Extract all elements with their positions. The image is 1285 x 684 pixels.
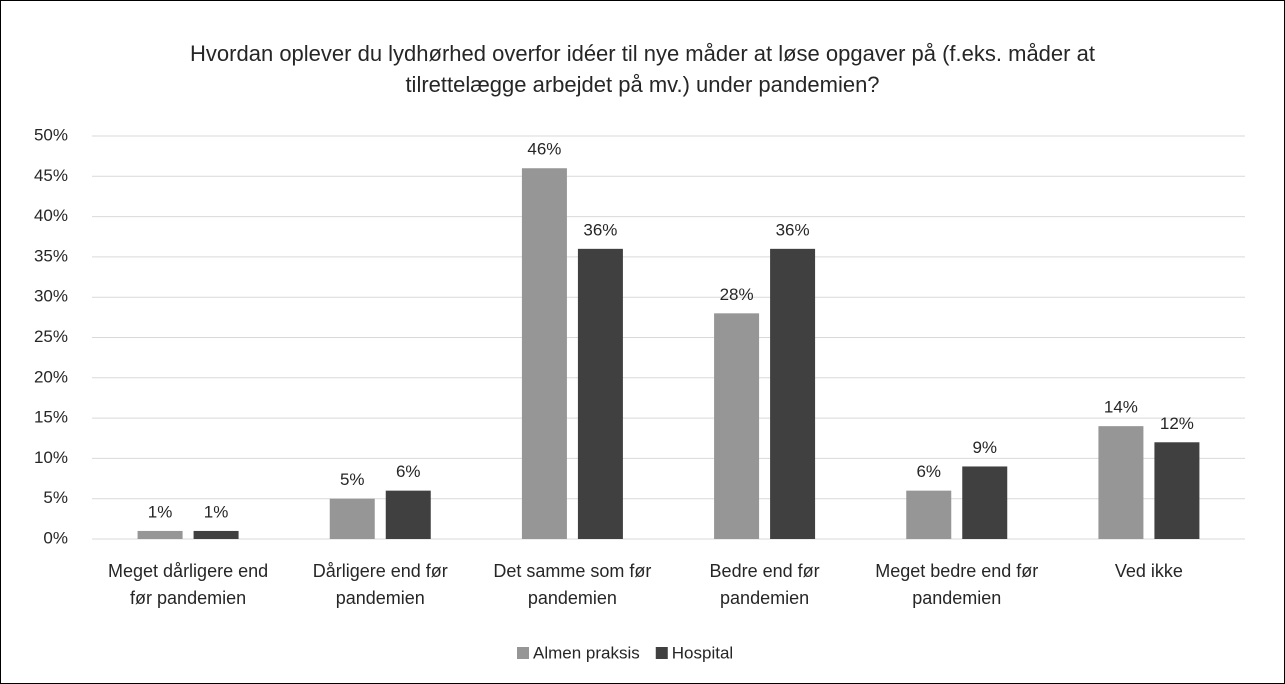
y-tick-label: 10% <box>34 448 68 467</box>
bar <box>193 530 239 539</box>
bar <box>906 490 952 539</box>
y-tick-label: 30% <box>34 287 68 306</box>
data-label: 5% <box>340 470 365 489</box>
bar <box>770 248 816 539</box>
bar <box>521 168 567 540</box>
data-label: 1% <box>204 502 229 521</box>
x-tick-label: Dårligere end før pandemien <box>312 561 448 608</box>
y-tick-label: 25% <box>34 327 68 346</box>
data-label: 6% <box>396 462 421 481</box>
bar <box>137 530 183 539</box>
y-tick-label: 20% <box>34 367 68 386</box>
x-tick-label: Det samme som før pandemien <box>493 561 652 608</box>
y-tick-label: 35% <box>34 246 68 265</box>
x-tick-label: Ved ikke <box>1114 561 1183 581</box>
y-tick-label: 0% <box>43 528 68 547</box>
y-tick-label: 50% <box>34 125 68 144</box>
data-label: 36% <box>776 220 810 239</box>
bar <box>1098 426 1144 539</box>
data-label: 1% <box>148 502 173 521</box>
data-label: 9% <box>972 438 997 457</box>
y-tick-label: 40% <box>34 206 68 225</box>
legend-label: Hospital <box>672 643 733 662</box>
bar <box>714 313 760 539</box>
y-tick-label: 45% <box>34 166 68 185</box>
x-tick-label: Bedre end før pandemien <box>709 561 820 608</box>
bar <box>962 466 1008 539</box>
chart-title: Hvordan oplever du lydhørhed overfor idé… <box>190 41 1095 97</box>
x-tick-label: Meget bedre end før pandemien <box>875 561 1039 608</box>
legend-swatch <box>655 647 668 659</box>
bar <box>1154 442 1200 539</box>
data-label: 14% <box>1104 398 1138 417</box>
bar <box>329 498 375 539</box>
data-label: 46% <box>527 140 561 159</box>
data-label: 12% <box>1160 414 1194 433</box>
bar <box>385 490 431 539</box>
legend-label: Almen praksis <box>533 643 640 662</box>
bar <box>577 248 623 539</box>
data-label: 28% <box>720 285 754 304</box>
x-tick-label: Meget dårligere end før pandemien <box>108 561 269 608</box>
legend-swatch <box>517 647 529 659</box>
y-tick-label: 15% <box>34 408 68 427</box>
y-tick-label: 5% <box>43 488 68 507</box>
data-label: 6% <box>916 462 941 481</box>
data-label: 36% <box>583 220 617 239</box>
